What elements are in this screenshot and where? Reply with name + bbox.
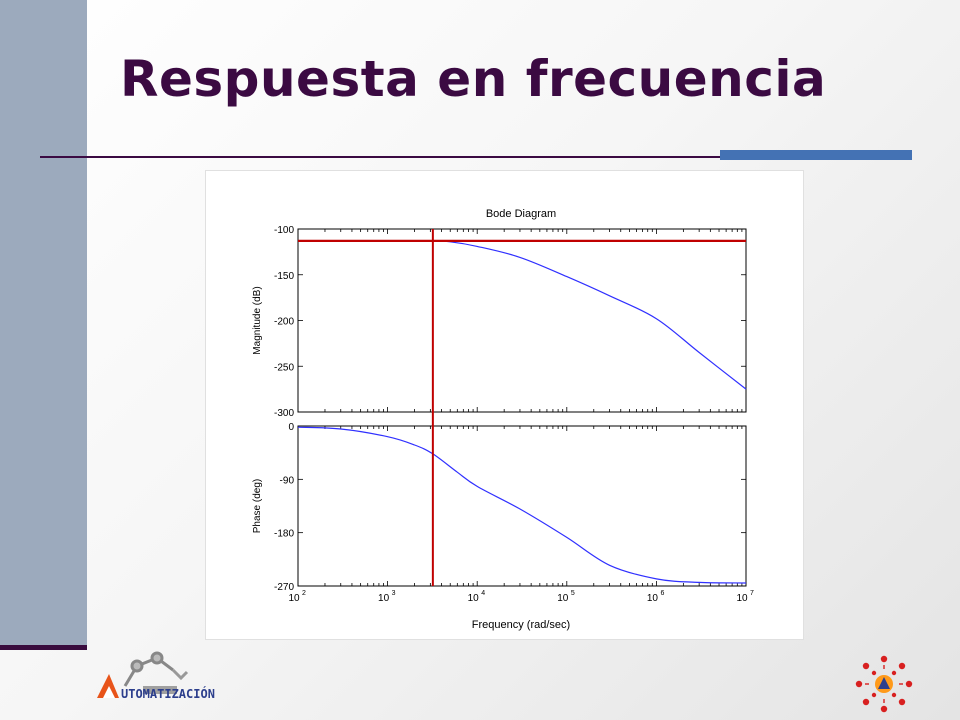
- phase-curve: [297, 426, 747, 584]
- x-tick-exponent: 3: [392, 590, 396, 597]
- x-tick-label: 10: [557, 593, 569, 604]
- magnitude-y-tick-label: -200: [274, 317, 294, 328]
- atom-logo: [855, 655, 913, 713]
- phase-panel: 0 -90 -180 -270 Phase (deg): [252, 422, 747, 593]
- x-tick-exponent: 7: [750, 590, 754, 597]
- bode-diagram: Bode Diagram Frequency (rad/sec) -100 -15…: [252, 208, 754, 631]
- x-tick-label: 10: [378, 593, 390, 604]
- magnitude-y-tick-label: -150: [274, 271, 294, 282]
- title-underline: [40, 156, 912, 158]
- x-tick-exponent: 6: [660, 590, 664, 597]
- slide-title: Respuesta en frecuencia: [120, 50, 827, 108]
- phase-y-tick-label: -90: [280, 475, 295, 486]
- logo-text: UTOMATIZACIÓN: [121, 686, 215, 701]
- marker-lines: [298, 229, 746, 586]
- x-tick-label: 10: [736, 593, 748, 604]
- x-axis-label: Frequency (rad/sec): [472, 619, 570, 631]
- sidebar-accent: [0, 645, 87, 650]
- phase-y-tick-label: 0: [288, 422, 294, 433]
- magnitude-y-axis-label: Magnitude (dB): [252, 286, 263, 354]
- x-tick-exponent: 2: [302, 590, 306, 597]
- x-tick-label: 10: [647, 593, 659, 604]
- x-tick-label: 10: [468, 593, 480, 604]
- magnitude-plot-frame: [297, 228, 747, 413]
- phase-y-axis-label: Phase (deg): [252, 479, 263, 533]
- magnitude-y-tick-label: -250: [274, 362, 294, 373]
- x-tick-labels: 10 2 10 3 10 4 10 5 10 6 10 7: [288, 590, 754, 604]
- x-tick-exponent: 5: [571, 590, 575, 597]
- x-tick-exponent: 4: [481, 590, 485, 597]
- phase-plot-frame: [297, 425, 747, 587]
- magnitude-y-tick-label: -300: [274, 408, 294, 419]
- magnitude-panel: -100 -150 -200 -250 -300 Magnitude (dB): [252, 225, 747, 419]
- chart-panels: -100 -150 -200 -250 -300 Magnitude (dB) 0 -90 -1…: [252, 225, 747, 593]
- magnitude-y-tick-label: -100: [274, 225, 294, 236]
- sidebar-band: [0, 0, 87, 648]
- phase-y-tick-label: -180: [274, 529, 294, 540]
- x-tick-label: 10: [288, 593, 300, 604]
- automatizacion-logo: UTOMATIZACIÓN: [97, 651, 215, 701]
- title-underline-accent: [720, 150, 912, 160]
- bode-figure: Bode Diagram Frequency (rad/sec) -100 -15…: [205, 170, 804, 640]
- chart-title: Bode Diagram: [486, 208, 556, 220]
- phase-y-tick-label: -270: [274, 582, 294, 593]
